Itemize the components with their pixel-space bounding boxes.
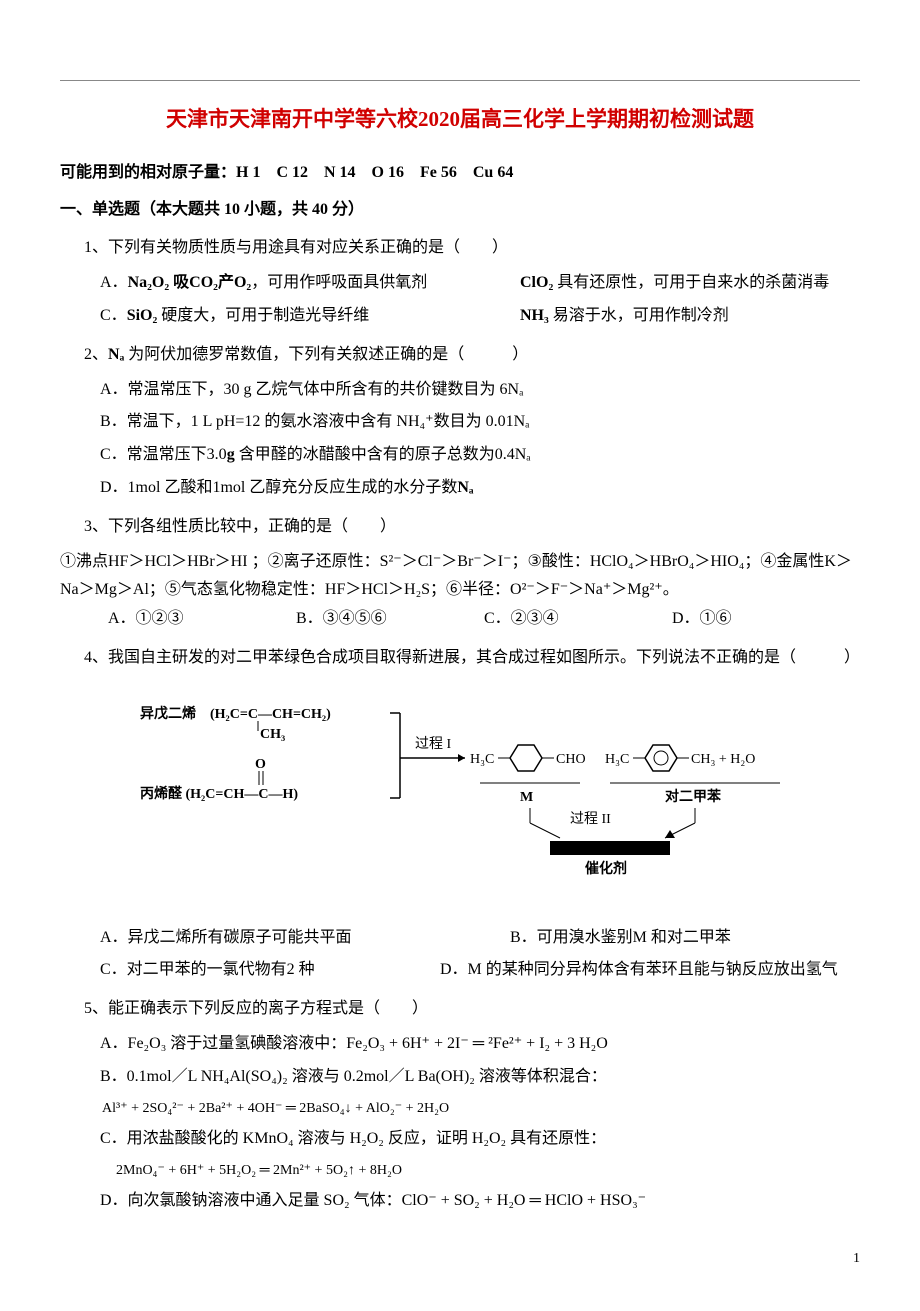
question-2-stem: 2、Nₐ 为阿伏加德罗常数值，下列有关叙述正确的是（ ） bbox=[60, 341, 860, 370]
q3-option-c: C．②③④ bbox=[484, 605, 672, 634]
q1-a-formula: Na₂O₂ 吸CO₂产O₂ bbox=[128, 274, 252, 291]
q3-option-b: B．③④⑤⑥ bbox=[296, 605, 484, 634]
diagram-ch3-h2o: CH₃ + H₂O bbox=[691, 752, 755, 767]
q2-d-na: Nₐ bbox=[457, 479, 473, 496]
diagram-acrolein: 丙烯醛 (H₂C=CH—C—H) bbox=[140, 785, 298, 802]
question-4-row-cd: C．对二甲苯的一氯代物有2 种 D．M 的某种同分异构体含有苯环且能与钠反应放出… bbox=[100, 956, 860, 985]
question-1-row-ab: A．Na₂O₂ 吸CO₂产O₂，可用作呼吸面具供氧剂 ClO₂ 具有还原性，可用… bbox=[100, 269, 860, 298]
question-1-stem: 1、下列有关物质性质与用途具有对应关系正确的是（ ） bbox=[60, 234, 860, 263]
q1-a-pre: A． bbox=[100, 274, 128, 291]
section-1-title: 一、单选题（本大题共 10 小题，共 40 分） bbox=[60, 196, 860, 225]
diagram-arrow1-head bbox=[458, 754, 465, 762]
diagram-isoprene: 异戊二烯 (H₂C=C—CH=CH₂) bbox=[140, 705, 331, 722]
synthesis-diagram: 异戊二烯 (H₂C=C—CH=CH₂) CH₃ O 丙烯醛 (H₂C=CH—C—… bbox=[110, 693, 810, 904]
q1-c-pre: C． bbox=[100, 307, 127, 324]
diagram-svg: 异戊二烯 (H₂C=C—CH=CH₂) CH₃ O 丙烯醛 (H₂C=CH—C—… bbox=[110, 693, 810, 893]
q2-na: Nₐ bbox=[108, 346, 124, 363]
q2-d-pre: D．1mol 乙酸和1mol 乙醇充分反应生成的水分子数 bbox=[100, 479, 457, 496]
q1-b-formula: ClO₂ bbox=[520, 274, 553, 291]
q2-option-c: C．常温常压下3.0g 含甲醛的冰醋酸中含有的原子总数为0.4Nₐ bbox=[100, 441, 860, 470]
q5-b-equation: Al³⁺ + 2SO₄²⁻ + 2Ba²⁺ + 4OH⁻ ═ 2BaSO₄↓ +… bbox=[102, 1096, 860, 1121]
q5-option-b: B．0.1mol／L NH₄Al(SO₄)₂ 溶液与 0.2mol／L Ba(O… bbox=[100, 1063, 860, 1092]
q5-option-d: D．向次氯酸钠溶液中通入足量 SO₂ 气体：ClO⁻ + SO₂ + H₂O ═… bbox=[100, 1187, 860, 1216]
diagram-acrolein-o: O bbox=[255, 757, 266, 772]
question-3-options: A．①②③ B．③④⑤⑥ C．②③④ D．①⑥ bbox=[108, 605, 860, 634]
q3-option-a: A．①②③ bbox=[108, 605, 296, 634]
diagram-m-label: M bbox=[520, 790, 533, 805]
q1-option-c: C．SiO₂ 硬度大，可用于制造光导纤维 bbox=[100, 302, 440, 331]
question-1-row-cd: C．SiO₂ 硬度大，可用于制造光导纤维 NH₃ 易溶于水，可用作制冷剂 bbox=[100, 302, 860, 331]
q2-option-a: A．常温常压下，30 g 乙烷气体中所含有的共价键数目为 6Nₐ bbox=[100, 376, 860, 405]
question-3-body: ①沸点HF＞HCl＞HBr＞HI ；②离子还原性：S²⁻＞Cl⁻＞Br⁻＞I⁻；… bbox=[60, 548, 860, 606]
q2-c-post: 含甲醛的冰醋酸中含有的原子总数为0.4Nₐ bbox=[235, 446, 531, 463]
diagram-catalyst: 催化剂 bbox=[585, 860, 627, 877]
q1-d-label: 易溶于水，可用作制冷剂 bbox=[549, 307, 729, 324]
question-3-stem: 3、下列各组性质比较中，正确的是（ ） bbox=[60, 513, 860, 542]
q2-option-b: B．常温下，1 L pH=12 的氨水溶液中含有 NH₄⁺数目为 0.01Nₐ bbox=[100, 408, 860, 437]
top-rule bbox=[60, 80, 860, 81]
question-4-stem: 4、我国自主研发的对二甲苯绿色合成项目取得新进展，其合成过程如图所示。下列说法不… bbox=[60, 644, 860, 673]
diagram-ch3: CH₃ bbox=[260, 727, 285, 742]
q5-option-c: C．用浓盐酸酸化的 KMnO₄ 溶液与 H₂O₂ 反应，证明 H₂O₂ 具有还原… bbox=[100, 1125, 860, 1154]
diagram-benzene-circle bbox=[654, 751, 668, 765]
q1-option-b: ClO₂ 具有还原性，可用于自来水的杀菌消毒 bbox=[520, 269, 860, 298]
q1-b-label: 具有还原性，可用于自来水的杀菌消毒 bbox=[553, 274, 829, 291]
q1-c-post: 硬度大，可用于制造光导纤维 bbox=[157, 307, 369, 324]
atomic-masses: 可能用到的相对原子量：H 1 C 12 N 14 O 16 Fe 56 Cu 6… bbox=[60, 159, 860, 188]
diagram-h3c-1: H₃C bbox=[470, 752, 494, 767]
q4-option-b: B．可用溴水鉴别M 和对二甲苯 bbox=[510, 924, 860, 953]
diagram-catalyst-bar bbox=[550, 841, 670, 855]
q4-option-a: A．异戊二烯所有碳原子可能共平面 bbox=[100, 924, 450, 953]
q2-stem-post: 为阿伏加德罗常数值，下列有关叙述正确的是（ ） bbox=[124, 346, 528, 363]
q2-c-pre: C．常温常压下3.0 bbox=[100, 446, 227, 463]
q1-c-formula: SiO₂ bbox=[127, 307, 158, 324]
diagram-process2: 过程 II bbox=[570, 811, 611, 827]
q2-option-d: D．1mol 乙酸和1mol 乙醇充分反应生成的水分子数Nₐ bbox=[100, 474, 860, 503]
q5-option-a: A．Fe₂O₃ 溶于过量氢碘酸溶液中：Fe₂O₃ + 6H⁺ + 2I⁻ ═ ²… bbox=[100, 1030, 860, 1059]
diagram-cho: CHO bbox=[556, 752, 586, 767]
q1-a-post: ，可用作呼吸面具供氧剂 bbox=[251, 274, 427, 291]
diagram-px-label: 对二甲苯 bbox=[665, 788, 722, 805]
q1-option-d: NH₃ 易溶于水，可用作制冷剂 bbox=[520, 302, 860, 331]
question-5-stem: 5、能正确表示下列反应的离子方程式是（ ） bbox=[60, 995, 860, 1024]
question-4-row-ab: A．异戊二烯所有碳原子可能共平面 B．可用溴水鉴别M 和对二甲苯 bbox=[100, 924, 860, 953]
q1-option-a: A．Na₂O₂ 吸CO₂产O₂，可用作呼吸面具供氧剂 bbox=[100, 269, 440, 298]
diagram-hexagon-m bbox=[510, 745, 542, 771]
q3-option-d: D．①⑥ bbox=[672, 605, 860, 634]
q2-stem-pre: 2、 bbox=[84, 346, 108, 363]
q2-c-g: g bbox=[227, 446, 235, 463]
page-number: 1 bbox=[60, 1246, 860, 1271]
document-title: 天津市天津南开中学等六校2020届高三化学上学期期初检测试题 bbox=[60, 101, 860, 139]
diagram-diag-l bbox=[530, 823, 560, 838]
q5-c-equation: 2MnO₄⁻ + 6H⁺ + 5H₂O₂ ═ 2Mn²⁺ + 5O₂↑ + 8H… bbox=[116, 1158, 860, 1183]
diagram-process1: 过程 I bbox=[415, 736, 451, 752]
q1-d-formula: NH₃ bbox=[520, 307, 549, 324]
q4-option-d: D．M 的某种同分异构体含有苯环且能与钠反应放出氢气 bbox=[440, 956, 860, 985]
q4-option-c: C．对二甲苯的一氯代物有2 种 bbox=[100, 956, 380, 985]
diagram-h3c-2: H₃C bbox=[605, 752, 629, 767]
diagram-hexagon-p bbox=[645, 745, 677, 771]
